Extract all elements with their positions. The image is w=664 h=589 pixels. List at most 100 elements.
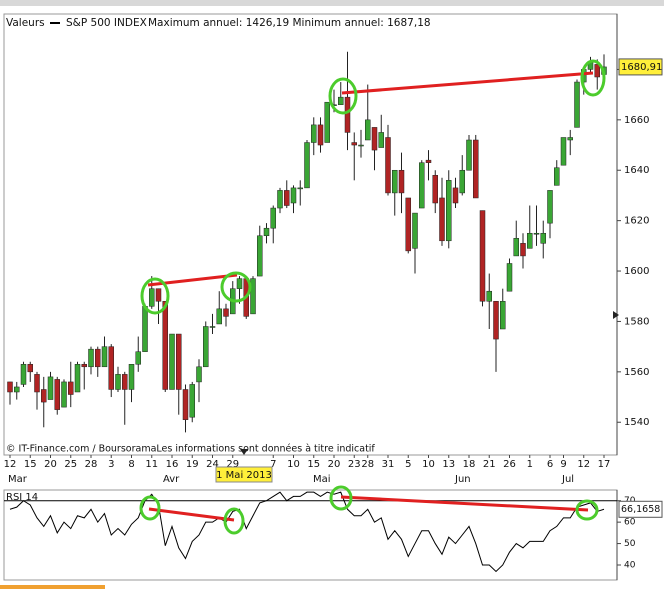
x-tick-label: 8 [128,459,134,470]
candle-body [317,124,324,146]
x-tick-label: 19 [186,459,199,470]
candle-body [115,374,121,390]
candle-body [176,333,182,390]
x-tick-label: 11 [145,459,158,470]
x-tick-label: 20 [44,459,57,470]
y-tick-label: 40 [624,561,636,571]
candle-body [506,263,513,292]
candle-body [547,190,553,224]
bottom-bar [0,585,105,589]
candle-body [459,169,465,194]
candle-body [466,139,472,171]
candle-body [54,379,60,410]
candle-body [149,288,155,307]
candle-body [284,190,290,206]
highlight-circle [140,277,170,315]
candle-body [540,232,546,244]
candle-body [432,175,438,204]
highlight-circle [575,499,599,521]
x-tick-label: 15 [24,459,37,470]
y-tick-label: 1600 [624,266,649,277]
candle-body [520,243,526,257]
x-tick-label: 3 [108,459,114,470]
candle-body [412,212,418,249]
candle-body [68,381,74,395]
candle-body [88,348,94,368]
candle-body [344,96,351,133]
y-tick-label: 1540 [624,417,649,428]
candle-body [486,290,492,302]
candle-body [500,301,506,330]
highlight-circle [328,77,358,115]
candle-body [594,64,600,78]
month-label: Jun [454,474,471,485]
x-tick-label: 28 [361,459,374,470]
candle-body [338,96,344,105]
candle-body [527,232,533,249]
highlight-circle [223,507,245,535]
x-tick-label: 16 [166,459,179,470]
candle-body [189,384,195,418]
candle-body [81,364,87,368]
candle-body [439,197,445,242]
header-section: Valeurs [6,17,45,29]
tooltip-text: 1 Mai 2013 [216,470,272,481]
candle-body [419,162,425,209]
last-rsi-box [618,500,663,518]
x-tick-label: 21 [483,459,496,470]
x-tick-label: 31 [382,459,395,470]
candle-body [14,386,20,393]
x-tick-label: 9 [560,459,566,470]
y-tick-label: 1660 [624,115,649,126]
month-label: Mai [313,474,331,485]
candle-body [473,139,479,199]
x-tick-label: 28 [85,459,98,470]
x-tick-label: 29 [226,459,239,470]
candle-body [554,167,560,186]
trend-line [340,495,589,512]
candle-body [371,127,378,151]
x-tick-label: 6 [547,459,553,470]
candle-body [304,142,310,189]
candle-body [270,207,276,229]
x-tick-label: 12 [4,459,17,470]
candle-body [358,144,364,147]
x-tick-label: 20 [328,459,341,470]
candle-body [324,101,330,143]
candle-body [135,351,141,365]
candle-body [196,366,202,383]
candle-body [27,364,33,373]
rsi-line [9,491,605,573]
candle-body [290,187,297,204]
candle-body [41,389,47,403]
x-tick-label: 25 [64,459,77,470]
highlight-circle [329,485,353,511]
marks: 1540156015801600162016401660168012152025… [4,51,663,573]
candle-body [425,159,432,163]
candle-body [263,227,270,237]
tooltip-pointer [240,449,248,455]
candle-body [250,278,256,315]
x-tick-label: 7 [270,459,276,470]
highlight-circle [580,59,606,97]
candle-body [452,187,459,204]
last-rsi-label: 66,1658 [621,504,660,515]
x-tick-label: 17 [598,459,611,470]
candle-body [203,326,209,368]
candle-body [34,374,40,393]
x-tick-label: 10 [287,459,300,470]
candle-body [142,306,148,352]
candle-body [223,308,229,317]
candle-body [277,190,283,209]
candle-body [513,238,519,257]
candle-body [533,232,540,235]
candle-body [351,142,357,146]
x-tick-label: 13 [442,459,455,470]
trend-line [341,71,594,95]
candle-body [216,308,222,325]
price-panel [3,13,618,456]
y-tick-label: 50 [624,539,636,549]
x-tick-label: 1 [527,459,533,470]
candle-body [182,389,189,420]
